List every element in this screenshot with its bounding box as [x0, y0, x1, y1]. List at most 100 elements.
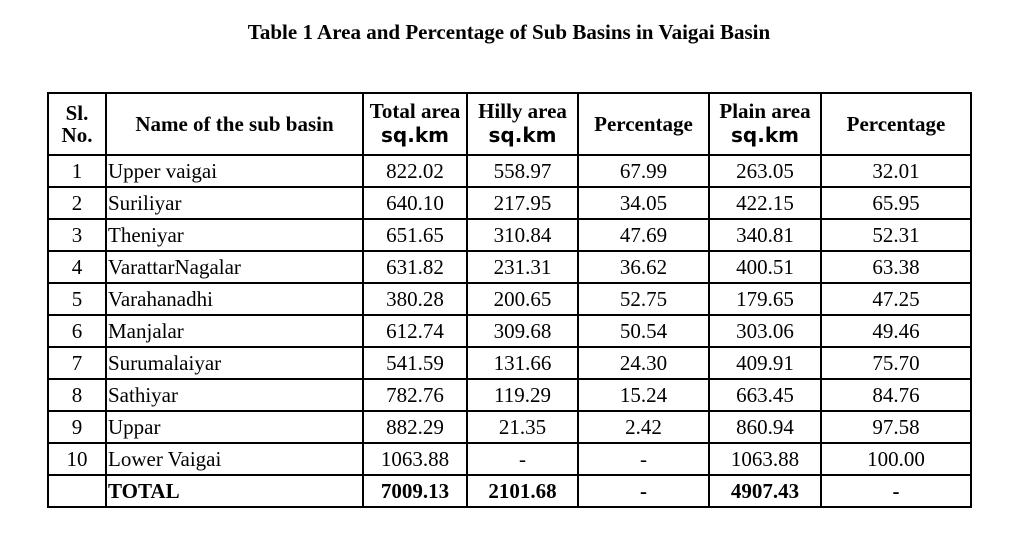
cell-hilly-percentage: 24.30	[577, 346, 710, 380]
cell-hilly-percentage: 36.62	[577, 250, 710, 284]
header-total-area-unit: sq.km	[381, 123, 449, 147]
header-plain-area-label: Plain area	[719, 99, 811, 123]
cell-plain-percentage: 100.00	[820, 442, 972, 476]
cell-name: Theniyar	[105, 218, 364, 252]
header-name: Name of the sub basin	[105, 92, 364, 156]
cell-sl: 2	[47, 186, 107, 220]
cell-hilly-area: -	[466, 442, 579, 476]
table-title: Table 1 Area and Percentage of Sub Basin…	[247, 20, 771, 44]
cell-plain-area: 860.94	[708, 410, 822, 444]
cell-sl: 8	[47, 378, 107, 412]
cell-plain-area: 179.65	[708, 282, 822, 316]
cell-sl: 3	[47, 218, 107, 252]
cell-hilly-percentage: 52.75	[577, 282, 710, 316]
table-row: 6 Manjalar 612.74 309.68 50.54 303.06 49…	[47, 314, 972, 348]
cell-total-area: 380.28	[362, 282, 468, 316]
cell-name: Manjalar	[105, 314, 364, 348]
cell-sl: 7	[47, 346, 107, 380]
cell-plain-percentage: 49.46	[820, 314, 972, 348]
header-sl-line1: Sl.	[65, 101, 89, 125]
cell-total-area: 651.65	[362, 218, 468, 252]
cell-sl: 6	[47, 314, 107, 348]
header-percentage-hilly: Percentage	[577, 92, 710, 156]
cell-plain-percentage: 63.38	[820, 250, 972, 284]
cell-total-area: 541.59	[362, 346, 468, 380]
cell-plain-percentage: 47.25	[820, 282, 972, 316]
cell-name: VarattarNagalar	[105, 250, 364, 284]
cell-hilly-percentage: 50.54	[577, 314, 710, 348]
cell-plain-percentage: 32.01	[820, 154, 972, 188]
cell-name: Lower Vaigai	[105, 442, 364, 476]
total-cell-total-area: 7009.13	[362, 474, 468, 508]
cell-total-area: 782.76	[362, 378, 468, 412]
cell-plain-area: 303.06	[708, 314, 822, 348]
cell-total-area: 1063.88	[362, 442, 468, 476]
cell-plain-area: 263.05	[708, 154, 822, 188]
cell-plain-area: 422.15	[708, 186, 822, 220]
cell-hilly-area: 200.65	[466, 282, 579, 316]
total-cell-plain-percentage: -	[820, 474, 972, 508]
total-cell-sl	[47, 474, 107, 508]
header-sl-no: Sl. No.	[47, 92, 107, 156]
cell-hilly-percentage: 34.05	[577, 186, 710, 220]
cell-name: Suriliyar	[105, 186, 364, 220]
cell-hilly-percentage: -	[577, 442, 710, 476]
cell-name: Uppar	[105, 410, 364, 444]
cell-hilly-area: 310.84	[466, 218, 579, 252]
header-percentage-plain: Percentage	[820, 92, 972, 156]
table-row: 2 Suriliyar 640.10 217.95 34.05 422.15 6…	[47, 186, 972, 220]
table-row: 1 Upper vaigai 822.02 558.97 67.99 263.0…	[47, 154, 972, 188]
cell-sl: 1	[47, 154, 107, 188]
cell-hilly-area: 217.95	[466, 186, 579, 220]
total-cell-hilly-percentage: -	[577, 474, 710, 508]
header-hilly-area-unit: sq.km	[488, 123, 557, 147]
header-row: Sl. No. Name of the sub basin Total area…	[47, 92, 972, 156]
total-cell-name: TOTAL	[105, 474, 364, 508]
header-total-area-label: Total area	[369, 99, 461, 123]
cell-plain-area: 1063.88	[708, 442, 822, 476]
cell-name: Sathiyar	[105, 378, 364, 412]
table-row: 5 Varahanadhi 380.28 200.65 52.75 179.65…	[47, 282, 972, 316]
table-row: 8 Sathiyar 782.76 119.29 15.24 663.45 84…	[47, 378, 972, 412]
cell-hilly-area: 119.29	[466, 378, 579, 412]
cell-hilly-percentage: 15.24	[577, 378, 710, 412]
cell-name: Surumalaiyar	[105, 346, 364, 380]
sub-basin-table: Sl. No. Name of the sub basin Total area…	[47, 92, 972, 508]
header-plain-area-unit: sq.km	[731, 123, 799, 147]
cell-hilly-area: 131.66	[466, 346, 579, 380]
cell-sl: 10	[47, 442, 107, 476]
cell-plain-percentage: 65.95	[820, 186, 972, 220]
cell-name: Varahanadhi	[105, 282, 364, 316]
cell-plain-percentage: 84.76	[820, 378, 972, 412]
cell-hilly-percentage: 2.42	[577, 410, 710, 444]
cell-hilly-area: 21.35	[466, 410, 579, 444]
cell-sl: 9	[47, 410, 107, 444]
cell-total-area: 631.82	[362, 250, 468, 284]
header-total-area: Total area sq.km	[362, 92, 468, 156]
header-hilly-area-label: Hilly area	[478, 99, 567, 123]
cell-sl: 4	[47, 250, 107, 284]
cell-plain-area: 663.45	[708, 378, 822, 412]
table-row: 7 Surumalaiyar 541.59 131.66 24.30 409.9…	[47, 346, 972, 380]
cell-plain-area: 340.81	[708, 218, 822, 252]
table-row: 4 VarattarNagalar 631.82 231.31 36.62 40…	[47, 250, 972, 284]
cell-name: Upper vaigai	[105, 154, 364, 188]
cell-plain-percentage: 97.58	[820, 410, 972, 444]
cell-plain-area: 400.51	[708, 250, 822, 284]
cell-hilly-percentage: 47.69	[577, 218, 710, 252]
cell-total-area: 640.10	[362, 186, 468, 220]
table-row: 10 Lower Vaigai 1063.88 - - 1063.88 100.…	[47, 442, 972, 476]
total-cell-plain-area: 4907.43	[708, 474, 822, 508]
cell-hilly-area: 309.68	[466, 314, 579, 348]
cell-total-area: 612.74	[362, 314, 468, 348]
cell-plain-percentage: 75.70	[820, 346, 972, 380]
total-row: TOTAL 7009.13 2101.68 - 4907.43 -	[47, 474, 972, 508]
header-plain-area: Plain area sq.km	[708, 92, 822, 156]
cell-hilly-area: 558.97	[466, 154, 579, 188]
header-hilly-area: Hilly area sq.km	[466, 92, 579, 156]
cell-hilly-percentage: 67.99	[577, 154, 710, 188]
cell-hilly-area: 231.31	[466, 250, 579, 284]
header-sl-line2: No.	[61, 123, 93, 147]
table-row: 3 Theniyar 651.65 310.84 47.69 340.81 52…	[47, 218, 972, 252]
total-cell-hilly-area: 2101.68	[466, 474, 579, 508]
